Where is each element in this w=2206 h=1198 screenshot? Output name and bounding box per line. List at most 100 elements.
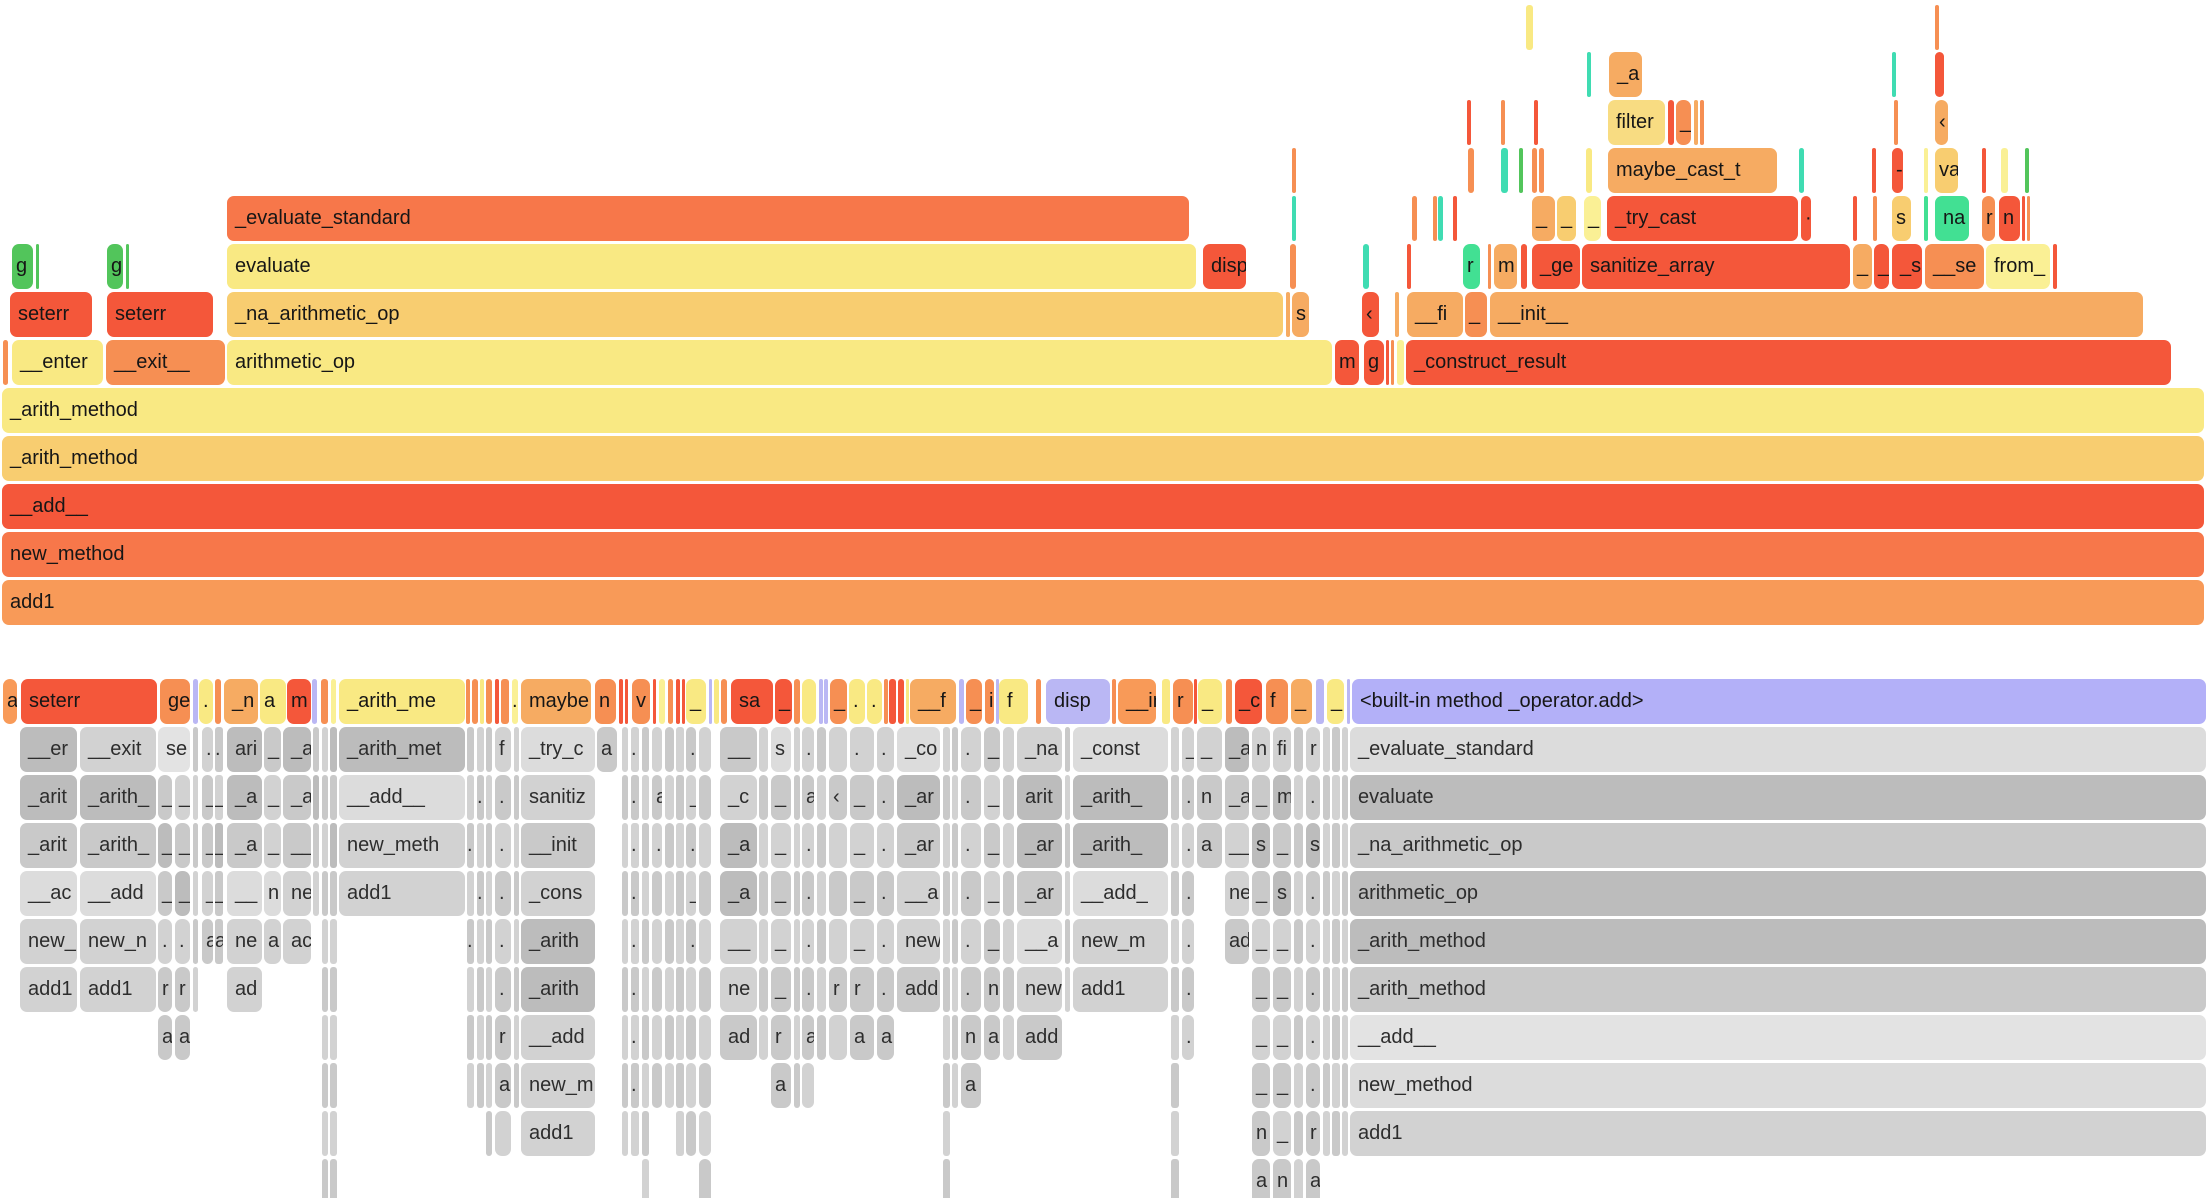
callee-cell-add[interactable]: add (897, 967, 940, 1012)
callee-cell-add1[interactable]: add1 (339, 871, 465, 916)
callee-cell-sliver[interactable] (313, 871, 319, 916)
callee-cell-sliver[interactable] (1294, 823, 1303, 868)
callee-cell-sliver[interactable] (486, 1111, 492, 1156)
caller-frame-builtinmethod_operatoradd[interactable]: <built-in method _operator.add> (1352, 679, 2206, 724)
callee-cell-sliver[interactable] (829, 919, 847, 964)
flame-frame-_[interactable]: _ (1584, 196, 1601, 241)
flame-frame-_[interactable]: _ (1853, 244, 1872, 289)
callee-cell-_[interactable]: _ (202, 823, 213, 868)
callee-cell-sliver[interactable] (794, 967, 800, 1012)
caller-frame-sliver[interactable] (714, 679, 719, 724)
flame-frame-sliver[interactable] (2025, 148, 2029, 193)
callee-cell-sliver[interactable] (467, 1063, 474, 1108)
callee-cell-sliver[interactable] (676, 727, 684, 772)
flame-frame-g[interactable]: g (1364, 340, 1384, 385)
caller-frame-_c[interactable]: _c (1235, 679, 1262, 724)
callee-cell-sliver[interactable] (794, 919, 800, 964)
callee-cell-sliver[interactable] (467, 967, 474, 1012)
flame-frame-[interactable]: - (1892, 148, 1903, 193)
callee-cell-sliver[interactable] (1323, 823, 1330, 868)
caller-frame-sliver[interactable] (193, 679, 198, 724)
callee-cell-a[interactable]: a (495, 1063, 511, 1108)
flame-frame-_construct_result[interactable]: _construct_result (1406, 340, 2171, 385)
callee-cell-sliver[interactable] (759, 775, 768, 820)
callee-cell-sliver[interactable] (622, 1063, 628, 1108)
caller-frame-m[interactable]: m (287, 679, 311, 724)
caller-frame-sliver[interactable] (480, 679, 484, 724)
callee-cell-sliver[interactable] (952, 727, 958, 772)
flame-frame-g[interactable]: g (12, 244, 33, 289)
caller-frame-[interactable]: . (512, 679, 518, 724)
callee-cell-_[interactable]: _ (1252, 1063, 1270, 1108)
flame-frame-sliver[interactable] (2053, 244, 2057, 289)
callee-cell-_[interactable]: _ (984, 823, 1000, 868)
callee-cell-_[interactable]: _ (984, 727, 1000, 772)
callee-cell-sliver[interactable] (952, 823, 958, 868)
callee-cell-[interactable]: . (1306, 919, 1320, 964)
callee-cell-_[interactable]: _ (1197, 727, 1222, 772)
callee-cell-sliver[interactable] (943, 1063, 950, 1108)
callee-cell-sliver[interactable] (477, 1063, 484, 1108)
callee-cell-n[interactable]: n (984, 967, 1000, 1012)
flame-frame-sliver[interactable] (1853, 196, 1857, 241)
callee-cell-r[interactable]: r (771, 1015, 791, 1060)
flame-frame-_[interactable]: _ (1532, 196, 1555, 241)
callee-cell-sliver[interactable] (1323, 727, 1330, 772)
flame-frame-filter[interactable]: filter (1608, 100, 1665, 145)
callee-cell-_na_arithmetic_op[interactable]: _na_arithmetic_op (1350, 823, 2206, 868)
callee-cell-sliver[interactable] (622, 727, 628, 772)
callee-cell-sliver[interactable] (622, 871, 628, 916)
callee-cell-_[interactable]: _ (771, 871, 791, 916)
flame-frame-_arith_method[interactable]: _arith_method (2, 436, 2204, 481)
flame-frame-__add__[interactable]: __add__ (2, 484, 2204, 529)
callee-cell-sliver[interactable] (330, 727, 337, 772)
callee-cell-sliver[interactable] (1003, 919, 1014, 964)
callee-cell-s[interactable]: s (1273, 871, 1291, 916)
flame-frame-sliver[interactable] (1532, 148, 1537, 193)
callee-cell-sliver[interactable] (652, 1063, 662, 1108)
callee-cell-sliver[interactable] (477, 919, 484, 964)
callee-cell-sliver[interactable] (759, 823, 768, 868)
callee-cell-sliver[interactable] (1332, 1063, 1340, 1108)
caller-frame-sliver[interactable] (819, 679, 823, 724)
callee-cell-sliver[interactable] (1294, 1111, 1303, 1156)
flame-frame-sliver[interactable] (3, 340, 8, 385)
callee-cell-sliver[interactable] (514, 823, 519, 868)
callee-cell-sliver[interactable] (665, 871, 674, 916)
callee-cell-sliver[interactable] (622, 967, 628, 1012)
caller-frame-_[interactable]: _ (686, 679, 706, 724)
callee-cell-[interactable]: . (495, 967, 511, 1012)
callee-cell-sliver[interactable] (322, 1159, 328, 1198)
callee-cell-sliver[interactable] (322, 1063, 328, 1108)
callee-cell-sliver[interactable] (665, 919, 674, 964)
callee-cell-a[interactable]: a (984, 1015, 1000, 1060)
callee-cell-sanitiz[interactable]: sanitiz (521, 775, 595, 820)
callee-cell-sliver[interactable] (642, 727, 649, 772)
callee-cell-_[interactable]: _ (984, 871, 1000, 916)
callee-cell-sliver[interactable] (622, 919, 628, 964)
callee-cell-r[interactable]: r (850, 967, 874, 1012)
callee-cell-[interactable]: . (877, 775, 894, 820)
callee-cell-sliver[interactable] (829, 871, 847, 916)
callee-cell-sliver[interactable] (1342, 727, 1348, 772)
callee-cell-__a[interactable]: __a (1017, 919, 1062, 964)
callee-cell-_co[interactable]: _co (897, 727, 940, 772)
callee-cell-sliver[interactable] (1065, 727, 1070, 772)
callee-cell-m[interactable]: m (1273, 775, 1291, 820)
callee-cell-_arith_[interactable]: _arith_ (1073, 823, 1168, 868)
callee-cell-sliver[interactable] (514, 967, 519, 1012)
flame-frame-_[interactable]: _ (1874, 244, 1889, 289)
flame-frame-_ge[interactable]: _ge (1532, 244, 1580, 289)
flame-frame-sliver[interactable] (1924, 196, 1928, 241)
callee-cell-[interactable]: . (631, 727, 639, 772)
callee-cell-[interactable]: . (495, 871, 511, 916)
caller-frame-sliver[interactable] (321, 679, 328, 724)
callee-cell-sliver[interactable] (1294, 919, 1303, 964)
flame-frame-sliver[interactable] (1924, 148, 1928, 193)
callee-cell-new[interactable]: new (1017, 967, 1062, 1012)
callee-cell-sliver[interactable] (676, 967, 684, 1012)
callee-cell-[interactable]: . (1182, 823, 1194, 868)
callee-cell-s[interactable]: s (1252, 823, 1270, 868)
flame-frame-seterr[interactable]: seterr (107, 292, 213, 337)
callee-cell-sliver[interactable] (1065, 871, 1070, 916)
